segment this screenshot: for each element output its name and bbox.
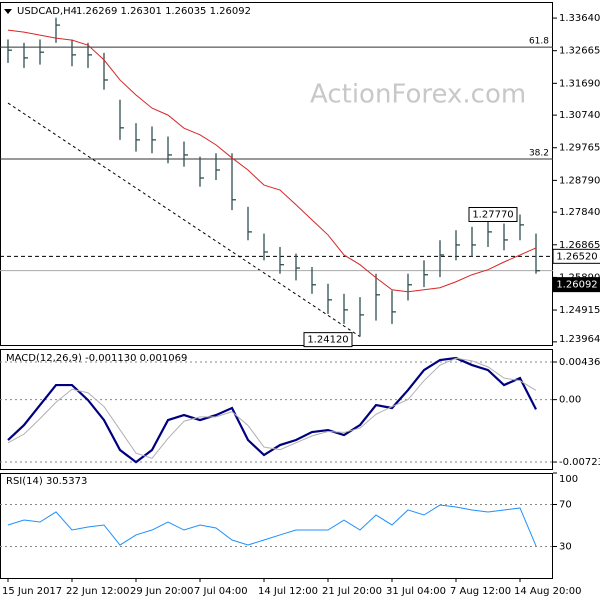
x-tick-label: 31 Jul 04:00 bbox=[386, 586, 446, 597]
series-line bbox=[7, 504, 537, 547]
y-tick-label: 0.00 bbox=[559, 395, 581, 406]
y-tick-label: 1.32665 bbox=[559, 46, 600, 57]
y-tick-label: 1.31690 bbox=[559, 78, 600, 89]
watermark: ActionForex.com bbox=[310, 80, 526, 110]
x-tick-label: 21 Jul 20:00 bbox=[322, 586, 382, 597]
label-text: 1.27770 bbox=[472, 209, 513, 220]
x-tick-label: 22 Jun 12:00 bbox=[66, 586, 130, 597]
y-tick-label: 1.30740 bbox=[559, 110, 600, 121]
dropdown-icon bbox=[4, 9, 12, 14]
x-tick-label: 15 Jun 2017 bbox=[2, 586, 62, 597]
label-text: 1.26520 bbox=[556, 251, 597, 262]
trendline bbox=[7, 102, 361, 338]
y-tick-label: 1.23964 bbox=[559, 334, 600, 345]
y-tick-label: 1.24915 bbox=[559, 305, 600, 316]
y-tick-label: -0.007231 bbox=[559, 457, 600, 468]
y-tick-label: 30 bbox=[559, 542, 572, 553]
x-tick-label: 14 Aug 20:00 bbox=[514, 586, 581, 597]
panel-frame bbox=[0, 473, 553, 579]
label-text: 1.26092 bbox=[556, 280, 597, 291]
y-tick-label: 1.28790 bbox=[559, 175, 600, 186]
label-box bbox=[468, 206, 518, 222]
y-tick-label: 1.33640 bbox=[559, 13, 600, 24]
y-tick-label: 1.26865 bbox=[559, 240, 600, 251]
label-text: 1.24120 bbox=[307, 335, 348, 346]
y-tick-label: 70 bbox=[559, 500, 572, 511]
panel-frame bbox=[0, 349, 553, 470]
y-tick-label: 1.29765 bbox=[559, 143, 600, 154]
x-tick-label: 14 Jul 12:00 bbox=[258, 586, 318, 597]
moving-average bbox=[7, 29, 537, 293]
x-tick-label: 29 Jun 20:00 bbox=[130, 586, 194, 597]
chart-header: 1.26269 1.26301 1.26035 1.26092 bbox=[76, 6, 251, 17]
panel-frame bbox=[0, 2, 553, 346]
label-box bbox=[303, 332, 353, 348]
label-box bbox=[552, 277, 600, 293]
x-tick-label: 7 Jul 04:00 bbox=[194, 586, 248, 597]
y-tick-label: 0.004364 bbox=[559, 357, 600, 368]
fib-label: 38.2 bbox=[529, 148, 549, 158]
fib-label: 61.8 bbox=[529, 37, 549, 47]
y-tick-label: 1.27840 bbox=[559, 207, 600, 218]
label-box bbox=[552, 248, 600, 264]
y-tick-label: 100 bbox=[559, 474, 578, 485]
x-tick-label: 7 Aug 12:00 bbox=[450, 586, 511, 597]
chart-title: USDCAD,H4 bbox=[17, 6, 77, 17]
series-line bbox=[7, 357, 537, 459]
macd-title: MACD(12,26,9) -0.001130 0.001069 bbox=[6, 353, 187, 364]
series-line bbox=[7, 356, 537, 464]
rsi-title: RSI(14) 30.5373 bbox=[6, 476, 87, 487]
